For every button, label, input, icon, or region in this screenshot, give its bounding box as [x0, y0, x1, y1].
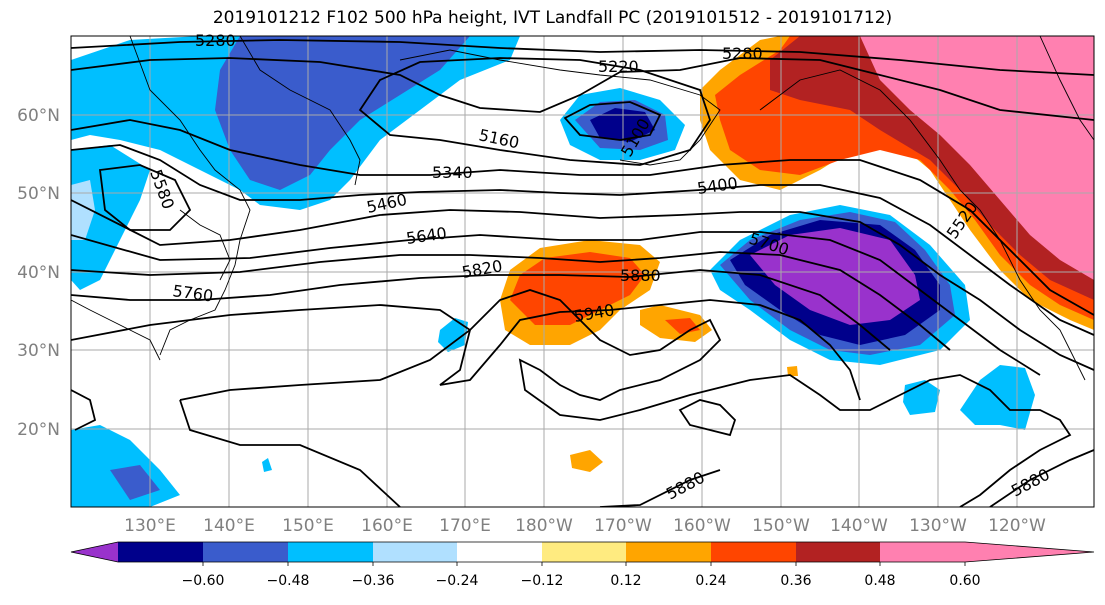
contour-label: 5220	[598, 57, 639, 76]
colorbar-swatch	[288, 542, 373, 562]
colorbar-swatch	[457, 542, 542, 562]
colorbar: −0.60 −0.48 −0.36 −0.24 −0.12 0.12 0.24 …	[70, 541, 1095, 589]
colorbar-swatch	[711, 542, 796, 562]
lon-label: 120°W	[988, 516, 1046, 536]
lat-label: 40°N	[17, 263, 60, 283]
contour-label: 5880	[620, 266, 661, 285]
colorbar-outline	[70, 541, 1095, 563]
lon-labels: 130°E 140°E 150°E 160°E 170°E 180°W 170°…	[124, 516, 1046, 536]
lon-label: 170°E	[439, 516, 491, 536]
lon-label: 130°W	[909, 516, 967, 536]
lat-label: 60°N	[17, 106, 60, 126]
lon-label: 150°E	[282, 516, 334, 536]
colorbar-tick-label: 0.48	[864, 573, 895, 589]
colorbar-swatch	[796, 542, 880, 562]
colorbar-extend-max	[965, 542, 1094, 562]
colorbar-swatch	[542, 542, 626, 562]
lon-label: 160°E	[361, 516, 413, 536]
colorbar-tick-label: −0.24	[436, 573, 479, 589]
lon-label: 130°E	[124, 516, 176, 536]
colorbar-tick-label: −0.12	[521, 573, 564, 589]
colorbar-tick-label: −0.60	[182, 573, 225, 589]
lon-label: 160°W	[673, 516, 731, 536]
colorbar-tick-label: −0.48	[267, 573, 310, 589]
height-contours	[71, 39, 1094, 507]
colorbar-tick-label: −0.36	[352, 573, 395, 589]
contour-label: 5340	[432, 163, 473, 182]
lon-label: 170°W	[594, 516, 652, 536]
colorbar-swatch	[626, 542, 711, 562]
lon-label: 140°W	[830, 516, 888, 536]
lat-label: 20°N	[17, 420, 60, 440]
colorbar-tick-label: 0.60	[949, 573, 980, 589]
coastlines	[71, 36, 1094, 381]
colorbar-swatch	[118, 542, 203, 562]
colorbar-swatch	[373, 542, 457, 562]
colorbar-swatch	[203, 542, 288, 562]
lon-label: 180°W	[515, 516, 573, 536]
lat-labels: 60°N 50°N 40°N 30°N 20°N	[17, 106, 60, 440]
colorbar-tick-label: 0.36	[780, 573, 811, 589]
colorbar-extend-min	[71, 542, 118, 562]
colorbar-tick-label: 0.24	[695, 573, 726, 589]
lat-label: 30°N	[17, 341, 60, 361]
lat-label: 50°N	[17, 184, 60, 204]
colorbar-tick-label: 0.12	[610, 573, 641, 589]
lon-label: 150°W	[752, 516, 810, 536]
contour-label: 5280	[722, 44, 763, 63]
colorbar-swatch	[880, 542, 965, 562]
lon-label: 140°E	[203, 516, 255, 536]
map-frame	[70, 35, 1095, 508]
map-title: 2019101212 F102 500 hPa height, IVT Land…	[212, 8, 893, 28]
contour-label: 5280	[195, 31, 236, 50]
